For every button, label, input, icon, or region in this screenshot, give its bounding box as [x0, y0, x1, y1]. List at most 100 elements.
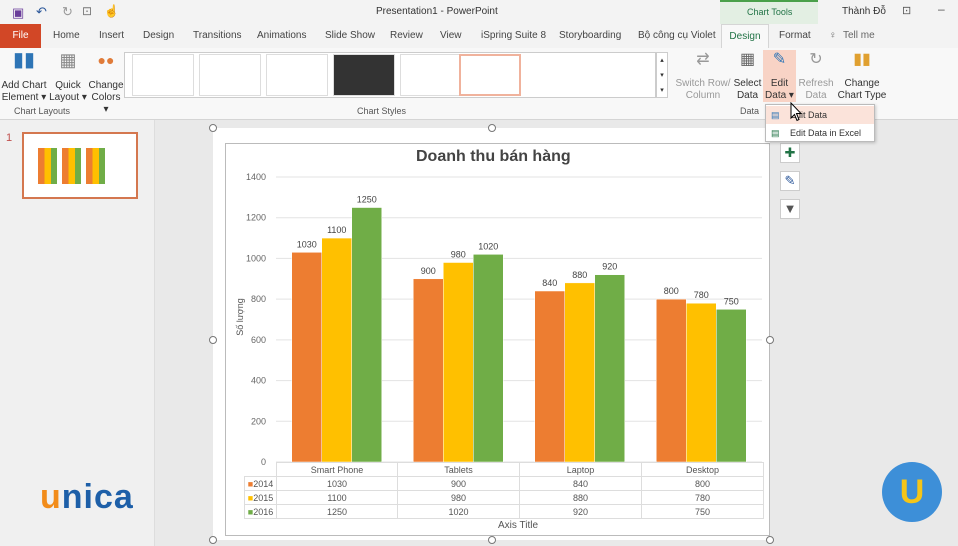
add-chart-icon: ▮▮	[12, 49, 35, 71]
chart-style-5[interactable]	[400, 54, 462, 96]
chart-filter-icon[interactable]: ▼	[780, 199, 800, 219]
gallery-scroll[interactable]: ▴ ▾ ▾	[656, 52, 668, 98]
tab-storyboarding[interactable]: Storyboarding	[559, 30, 622, 41]
data-label: 750	[724, 296, 739, 306]
bar-2015	[686, 302, 717, 463]
resize-handle[interactable]	[209, 124, 217, 132]
chart-style-1[interactable]	[132, 54, 194, 96]
dt-cell: 1020	[397, 504, 520, 519]
tab-ispring[interactable]: iSpring Suite 8	[481, 30, 547, 41]
chart-type-icon: ▮▮	[853, 51, 871, 68]
bar-2016	[716, 309, 747, 463]
dt-cat: Tablets	[397, 462, 520, 477]
y-tick-label: 0	[261, 457, 266, 467]
undo-icon[interactable]: ↶	[36, 4, 47, 19]
window-title: Presentation1 - PowerPoint	[376, 6, 498, 17]
user-name[interactable]: Thành Đỗ	[842, 6, 886, 17]
tab-view[interactable]: View	[440, 30, 462, 41]
resize-handle[interactable]	[209, 536, 217, 544]
minimize-icon[interactable]: –	[938, 2, 945, 16]
menu-edit-data-excel[interactable]: ▤ Edit Data in Excel	[766, 124, 874, 142]
refresh-data-button[interactable]: ↻ Refresh Data	[796, 52, 836, 102]
lightbulb-icon: ♀	[829, 30, 837, 41]
group-data: Data	[740, 106, 760, 116]
change-chart-type-button[interactable]: ▮▮ Change Chart Type	[837, 51, 887, 102]
edit-data-icon: ▤	[771, 110, 780, 120]
dt-series-2015: ■2015	[244, 490, 277, 505]
x-axis-title[interactable]: Axis Title	[498, 520, 539, 531]
dt-series-2016: ■2016	[244, 504, 277, 519]
mouse-cursor-icon	[790, 102, 802, 122]
data-label: 780	[694, 290, 709, 300]
y-tick-label: 1400	[246, 172, 266, 182]
save-icon[interactable]: ▣	[12, 5, 25, 20]
resize-handle[interactable]	[488, 124, 496, 132]
change-colors-button[interactable]: ●● Change Colors ▾	[88, 52, 124, 115]
bar-2015	[443, 262, 474, 463]
data-label: 880	[572, 270, 587, 280]
chart-style-2[interactable]	[199, 54, 261, 96]
dt-series-2014: ■2014	[244, 476, 277, 491]
data-label: 920	[602, 262, 617, 272]
slideshow-icon[interactable]: ⊡	[82, 4, 93, 18]
switch-icon: ⇄	[696, 51, 710, 68]
tab-insert[interactable]: Insert	[99, 30, 125, 41]
select-data-button[interactable]: ▦ Select Data	[733, 51, 762, 102]
tab-design[interactable]: Design	[143, 30, 175, 41]
bar-2016	[594, 274, 625, 463]
palette-icon: ●●	[97, 52, 115, 68]
dt-cat: Desktop	[641, 462, 764, 477]
quick-layout-icon: ▦	[59, 50, 77, 70]
ribbon-tabs: File Home Insert Design Transitions Anim…	[0, 24, 958, 48]
tab-home[interactable]: Home	[53, 30, 80, 41]
dt-cell: 1100	[276, 490, 398, 505]
chart-styles-brush-icon[interactable]: ✎	[780, 171, 800, 191]
tab-animations[interactable]: Animations	[257, 30, 307, 41]
chart-style-4[interactable]	[333, 54, 395, 96]
data-label: 1030	[297, 239, 317, 249]
bar-2015	[321, 237, 352, 463]
tab-review[interactable]: Review	[390, 30, 423, 41]
touch-icon[interactable]: ☝	[104, 4, 119, 18]
chart-style-6-selected[interactable]	[459, 54, 521, 96]
bar-2014	[656, 298, 687, 463]
slide-thumbnail-pane: 1	[0, 120, 155, 546]
chart-style-3[interactable]	[266, 54, 328, 96]
resize-handle[interactable]	[766, 536, 774, 544]
bar-2015	[564, 282, 595, 463]
bar-2014	[413, 278, 444, 463]
tab-format[interactable]: Format	[779, 30, 811, 41]
y-axis-title[interactable]: Số lượng	[235, 298, 245, 336]
tab-violet[interactable]: Bộ công cụ Violet	[638, 30, 716, 41]
add-chart-element-button[interactable]: ▮▮ Add Chart Element ▾	[1, 49, 47, 103]
quick-layout-button[interactable]: ▦ Quick Layout ▾	[49, 50, 87, 103]
data-label: 800	[664, 286, 679, 296]
redo-icon[interactable]: ↻	[62, 4, 73, 19]
dt-cat: Smart Phone	[276, 462, 398, 477]
resize-handle[interactable]	[766, 336, 774, 344]
chart-tools-label: Chart Tools	[747, 7, 793, 17]
tab-chart-design[interactable]: Design	[721, 24, 769, 48]
chart-elements-plus-icon[interactable]: ✚	[780, 143, 800, 163]
edit-data-icon: ✎	[772, 51, 787, 68]
menu-edit-data[interactable]: ▤ Edit Data	[766, 106, 874, 124]
resize-handle[interactable]	[488, 536, 496, 544]
dt-cell: 800	[641, 476, 764, 491]
dt-cell: 750	[641, 504, 764, 519]
chart-title[interactable]: Doanh thu bán hàng	[416, 148, 571, 165]
y-tick-label: 200	[251, 416, 266, 426]
bar-2014	[534, 290, 565, 463]
tab-transitions[interactable]: Transitions	[193, 30, 242, 41]
slide-thumbnail-1[interactable]	[22, 132, 138, 199]
switch-row-column-button[interactable]: ⇄ Switch Row/ Column	[675, 51, 731, 102]
ribbon-display-icon[interactable]: ⊡	[902, 5, 912, 17]
edit-data-button[interactable]: ✎ Edit Data ▾	[763, 50, 796, 102]
excel-icon: ▤	[771, 128, 780, 138]
bar-2016	[351, 207, 382, 463]
tell-me-search[interactable]: Tell me	[843, 30, 875, 41]
resize-handle[interactable]	[209, 336, 217, 344]
tab-slide-show[interactable]: Slide Show	[325, 30, 376, 41]
tab-file[interactable]: File	[0, 24, 41, 48]
group-chart-styles: Chart Styles	[357, 106, 407, 116]
